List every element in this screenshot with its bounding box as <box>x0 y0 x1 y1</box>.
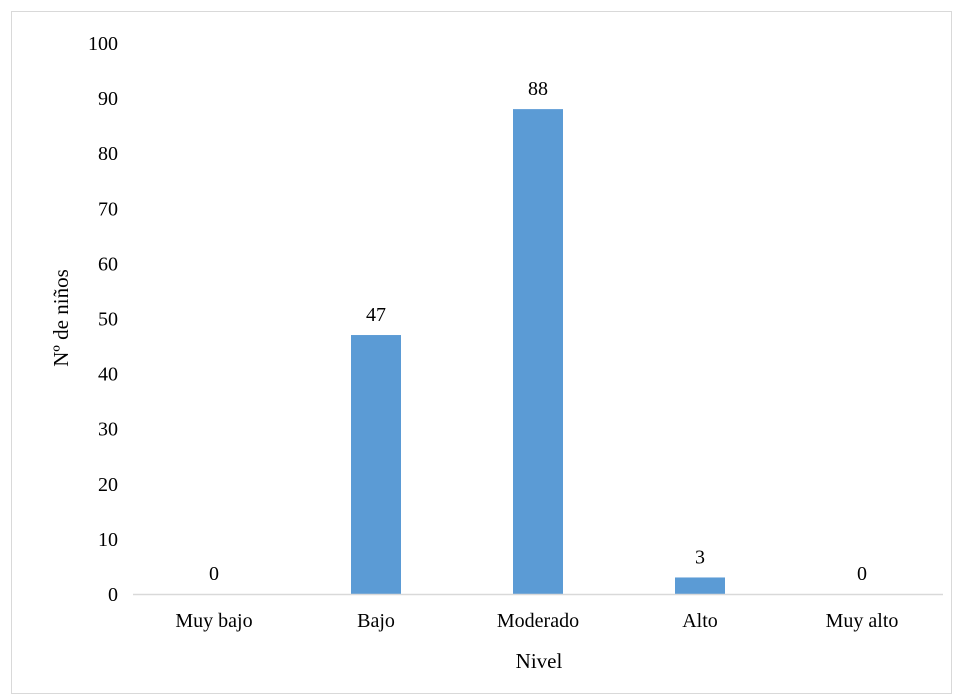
chart-frame <box>11 11 952 694</box>
x-category-label: Bajo <box>357 610 395 632</box>
y-tick-label: 90 <box>98 88 118 110</box>
bar <box>675 577 725 594</box>
y-tick-label: 10 <box>98 529 118 551</box>
x-axis-title: Nivel <box>516 649 563 673</box>
x-axis-categories: Muy bajo Bajo Moderado Alto Muy alto <box>175 610 898 632</box>
x-category-label: Muy alto <box>826 610 899 632</box>
y-tick-label: 40 <box>98 364 118 386</box>
data-label: 47 <box>366 304 386 326</box>
y-tick-label: 60 <box>98 253 118 275</box>
y-tick-label: 30 <box>98 419 118 441</box>
data-label: 88 <box>528 78 548 100</box>
y-tick-label: 50 <box>98 309 118 331</box>
x-category-label: Alto <box>682 610 718 632</box>
y-tick-label: 80 <box>98 143 118 165</box>
y-tick-label: 100 <box>88 33 118 55</box>
y-tick-label: 20 <box>98 474 118 496</box>
bar <box>351 335 401 594</box>
bars <box>351 109 725 595</box>
x-category-label: Moderado <box>497 610 579 632</box>
y-tick-label: 0 <box>108 584 118 606</box>
bar <box>513 109 563 595</box>
data-label: 0 <box>857 563 867 585</box>
y-axis-title: Nº de niños <box>49 269 73 367</box>
y-tick-label: 70 <box>98 198 118 220</box>
y-axis-ticks: 0 10 20 30 40 50 60 70 80 90 100 <box>88 33 118 606</box>
data-label: 0 <box>209 563 219 585</box>
data-label: 3 <box>695 546 705 568</box>
data-labels: 0 47 88 3 0 <box>209 78 867 585</box>
x-category-label: Muy bajo <box>175 610 252 632</box>
